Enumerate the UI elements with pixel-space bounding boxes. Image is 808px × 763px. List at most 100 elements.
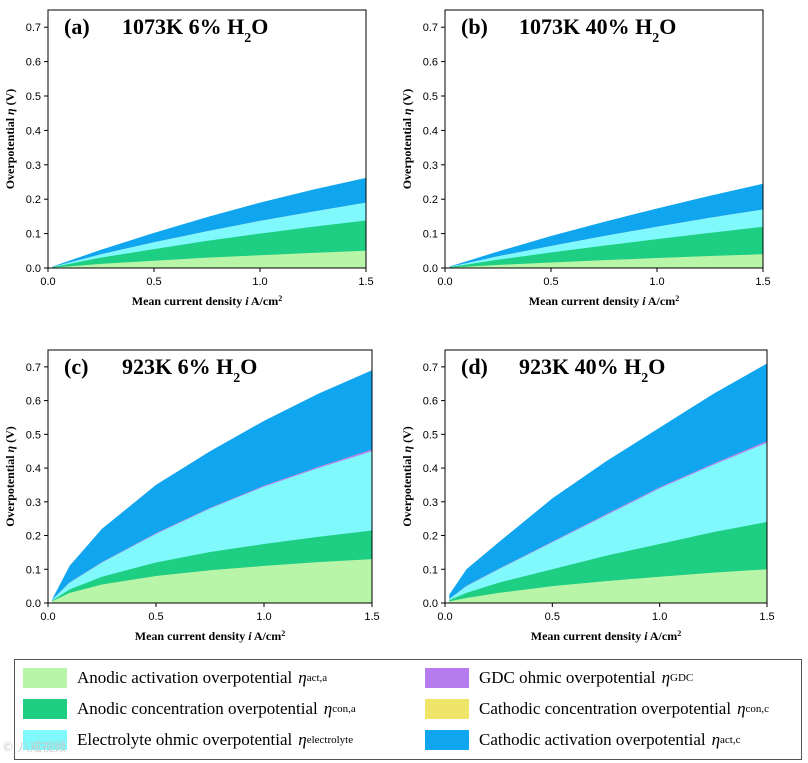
panel-a-xlabel: Mean current density i A/cm2 <box>132 294 282 309</box>
panel-d-title: 923K 40% H2O <box>519 354 665 386</box>
legend-swatch <box>23 699 67 719</box>
legend-subscript: act,c <box>720 734 741 746</box>
panel-b-ytick-label: 0.7 <box>423 22 438 34</box>
panel-a-ytick-label: 0.4 <box>26 125 41 137</box>
legend-eta-symbol: η <box>323 699 333 718</box>
panel-d-ytick-label: 0.6 <box>423 396 438 408</box>
legend-eta-symbol: η <box>298 730 307 749</box>
panel-d-xtick-label: 0.0 <box>437 611 452 623</box>
panel-c-xtick-label: 0.0 <box>40 611 55 623</box>
panel-a-label: (a) <box>64 14 90 39</box>
panel-b-title: 1073K 40% H2O <box>519 14 676 46</box>
panel-b-label: (b) <box>461 14 488 39</box>
panel-a-ytick-label: 0.7 <box>26 22 41 34</box>
panel-d-ytick-label: 0.5 <box>423 429 438 441</box>
panel-c-ytick-label: 0.2 <box>26 531 41 543</box>
panel-c-label: (c) <box>64 354 88 379</box>
panel-b-xlabel: Mean current density i A/cm2 <box>529 294 679 309</box>
legend-subscript: act,a <box>306 672 328 684</box>
panel-b-ytick-label: 0.2 <box>423 194 438 206</box>
panel-a-xtick-label: 1.0 <box>252 276 267 288</box>
panel-d-ytick-label: 0.7 <box>423 362 438 374</box>
panel-a-xtick-label: 0.5 <box>146 276 161 288</box>
legend-eta-symbol: η <box>711 730 721 749</box>
panel-c-ytick-label: 0.1 <box>26 564 41 576</box>
panel-d-ytick-label: 0.3 <box>423 497 438 509</box>
panel-a-ytick-label: 0.5 <box>26 91 41 103</box>
panel-a-xtick-label: 1.5 <box>358 276 373 288</box>
panel-a-ytick-label: 0.3 <box>26 160 41 172</box>
panel-b-axes-frame <box>444 9 764 269</box>
panel-a-ytick-label: 0.6 <box>26 57 41 69</box>
legend-swatch <box>425 668 469 688</box>
panel-b-ytick-label: 0.3 <box>423 160 438 172</box>
legend-subscript: con,c <box>745 703 770 715</box>
panel-c-xtick-label: 1.0 <box>256 611 271 623</box>
panel-d-xtick-label: 1.5 <box>759 611 774 623</box>
legend-swatch <box>425 730 469 750</box>
legend-subscript: electrolyte <box>306 734 354 746</box>
legend-item-gdc: GDC ohmic overpotential η GDC <box>425 666 693 690</box>
panel-c-ytick-label: 0.3 <box>26 497 41 509</box>
legend-eta-symbol: η <box>737 699 746 718</box>
panel-a-ytick-label: 0.1 <box>26 229 41 241</box>
panel-b-xtick-label: 1.5 <box>755 276 770 288</box>
panel-c-area-act-a <box>52 559 372 603</box>
panel-b-xtick-label: 0.0 <box>437 276 452 288</box>
panel-c-axes-frame <box>47 349 373 604</box>
legend-item-con-c: Cathodic concentration overpotential η con… <box>425 697 769 721</box>
watermark: © 八戒视频 <box>2 740 66 754</box>
legend-item-con-a: Anodic concentration overpotential η con,a <box>23 697 356 721</box>
panel-b-xtick-label: 1.0 <box>649 276 664 288</box>
panel-b-ylabel: Overpotential η (V) <box>400 89 414 190</box>
panel-b-ytick-label: 0.6 <box>423 57 438 69</box>
panel-a-area-act-a <box>52 250 367 268</box>
legend-eta-symbol: η <box>298 668 307 687</box>
panel-d-label: (d) <box>461 354 488 379</box>
panel-b-ytick-label: 0.4 <box>423 125 438 137</box>
panel-c-xtick-label: 0.5 <box>148 611 163 623</box>
legend-label: Anodic activation overpotential <box>77 668 293 687</box>
panel-a-axes-frame <box>47 9 367 269</box>
panel-c-ytick-label: 0.6 <box>26 396 41 408</box>
panel-a-title: 1073K 6% H2O <box>122 14 268 46</box>
panel-b-xtick-label: 0.5 <box>543 276 558 288</box>
legend-subscript: con,a <box>332 703 356 715</box>
legend-label: Cathodic concentration overpotential <box>479 699 732 718</box>
panel-a: 0.0 0.5 1.0 1.5 0.0 0.1 0.2 0.3 0.4 0.5 0.6 0.7 Mean… <box>3 9 374 309</box>
panel-c-xtick-label: 1.5 <box>364 611 379 623</box>
legend: Anodic activation overpotential η act,a GDC… <box>14 659 802 760</box>
panel-c-xlabel: Mean current density i A/cm2 <box>135 629 285 644</box>
panel-a-ytick-label: 0.2 <box>26 194 41 206</box>
panel-b-ytick-label: 0.0 <box>423 263 438 275</box>
panel-d-xtick-label: 0.5 <box>545 611 560 623</box>
panel-a-xtick-label: 0.0 <box>40 276 55 288</box>
panel-c-ytick-label: 0.7 <box>26 362 41 374</box>
panel-d-axes-frame <box>444 349 768 604</box>
legend-item-act-a: Anodic activation overpotential η act,a <box>23 666 327 690</box>
panel-c-ylabel: Overpotential η (V) <box>3 426 17 527</box>
legend-swatch <box>23 668 67 688</box>
legend-eta-symbol: η <box>661 668 671 687</box>
panel-c: 0.0 0.5 1.0 1.5 0.0 0.1 0.2 0.3 0.4 0.5 0.6 0.7 Mean… <box>3 349 380 644</box>
panel-b: 0.0 0.5 1.0 1.5 0.0 0.1 0.2 0.3 0.4 0.5 0.6 0.7 Mean… <box>400 9 771 309</box>
panel-a-ytick-label: 0.0 <box>26 263 41 275</box>
panel-b-area-act-a <box>449 254 763 268</box>
panel-d-ylabel: Overpotential η (V) <box>400 426 414 527</box>
legend-subscript: GDC <box>670 672 694 684</box>
legend-item-act-c: Cathodic activation overpotential η act,c <box>425 728 741 752</box>
panel-d-ytick-label: 0.0 <box>423 598 438 610</box>
legend-swatch <box>23 730 67 750</box>
panel-d-xlabel: Mean current density i A/cm2 <box>531 629 681 644</box>
legend-label: Anodic concentration overpotential <box>77 699 318 718</box>
panel-d-area-act-a <box>449 569 767 603</box>
panel-d-ytick-label: 0.4 <box>423 463 438 475</box>
legend-label: Cathodic activation overpotential <box>479 730 706 749</box>
legend-label: Electrolyte ohmic overpotential <box>77 730 293 749</box>
panel-d-xtick-label: 1.0 <box>652 611 667 623</box>
panel-c-title: 923K 6% H2O <box>122 354 257 386</box>
panel-c-ytick-label: 0.0 <box>26 598 41 610</box>
legend-item-electrolyte: Electrolyte ohmic overpotential η electrol… <box>23 728 353 752</box>
panel-c-ytick-label: 0.5 <box>26 429 41 441</box>
